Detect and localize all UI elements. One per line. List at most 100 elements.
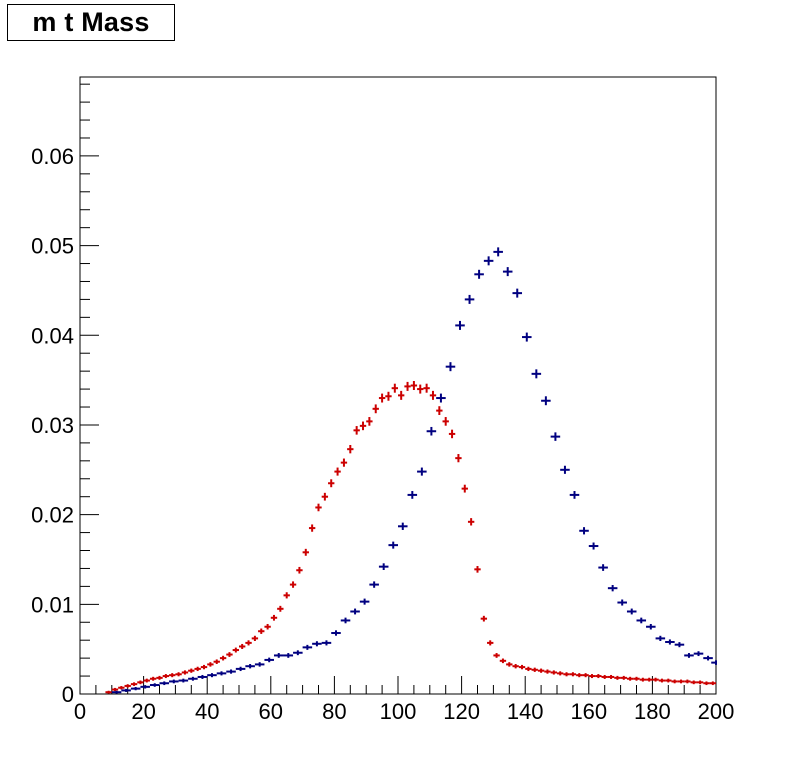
data-point: [493, 247, 503, 257]
data-point: [646, 677, 653, 682]
data-point: [350, 608, 360, 615]
data-point: [111, 687, 119, 692]
data-point: [398, 522, 408, 530]
data-point: [178, 678, 189, 683]
data-point: [537, 668, 545, 673]
data-point: [391, 383, 398, 393]
data-point: [487, 640, 494, 646]
plot-frame: [79, 76, 717, 695]
data-point: [693, 651, 704, 657]
data-point: [560, 465, 570, 474]
data-point: [369, 581, 379, 588]
data-point: [550, 432, 561, 441]
data-point: [639, 677, 647, 682]
data-point: [512, 288, 523, 298]
y-tick-label: 0.05: [31, 234, 74, 259]
data-point: [626, 608, 637, 615]
data-point: [474, 269, 484, 279]
x-tick-label: 80: [322, 699, 346, 724]
data-point: [188, 668, 195, 673]
data-point: [188, 676, 198, 681]
data-point: [308, 524, 316, 532]
x-tick-label: 40: [195, 699, 219, 724]
data-point: [385, 391, 392, 401]
data-point: [499, 658, 507, 664]
data-point: [283, 653, 294, 658]
data-point: [328, 479, 335, 488]
y-tick-label: 0.03: [31, 413, 74, 438]
data-point: [579, 527, 589, 535]
data-point: [426, 426, 437, 436]
data-point: [378, 563, 389, 570]
data-point: [588, 674, 596, 679]
data-point: [407, 491, 418, 499]
data-point: [522, 332, 532, 342]
data-point: [169, 679, 179, 684]
data-point: [149, 676, 157, 681]
data-point: [293, 650, 303, 656]
x-tick-label: 100: [380, 699, 417, 724]
data-point: [582, 673, 589, 678]
data-point: [455, 454, 462, 463]
data-point: [417, 384, 424, 394]
y-tick-label: 0: [62, 682, 74, 707]
y-tick-label: 0.02: [31, 503, 74, 528]
data-point: [595, 674, 602, 679]
data-point: [118, 686, 125, 690]
data-point: [245, 663, 255, 669]
data-point: [216, 671, 227, 676]
data-point: [658, 678, 666, 683]
data-point: [633, 676, 640, 681]
data-point: [464, 294, 475, 304]
data-point: [665, 678, 672, 683]
data-point: [467, 518, 475, 526]
x-tick-label: 0: [74, 699, 86, 724]
data-point: [646, 623, 656, 630]
chart-title-box: m t Mass: [7, 4, 175, 41]
data-point: [626, 676, 634, 681]
data-point: [219, 655, 227, 661]
x-tick-label: 140: [507, 699, 544, 724]
data-point: [576, 673, 583, 678]
data-point: [607, 585, 618, 592]
data-point: [289, 581, 297, 588]
data-point: [614, 675, 621, 680]
data-point: [312, 641, 322, 647]
data-point: [169, 673, 176, 678]
data-point: [563, 672, 570, 677]
data-point: [277, 605, 284, 612]
data-point: [105, 690, 112, 694]
data-point: [684, 653, 694, 658]
data-point: [455, 320, 465, 330]
data-point: [130, 686, 141, 691]
data-point: [569, 672, 577, 677]
data-point: [711, 660, 717, 665]
data-point: [232, 647, 239, 653]
data-point: [130, 682, 138, 686]
data-point: [347, 444, 354, 454]
x-tick-label: 200: [698, 699, 735, 724]
data-point: [461, 484, 468, 493]
data-point: [531, 369, 542, 379]
data-point: [601, 674, 608, 679]
data-point: [493, 653, 500, 658]
data-point: [149, 683, 160, 687]
x-tick-label: 160: [570, 699, 607, 724]
data-point: [690, 680, 697, 685]
data-point: [506, 662, 513, 667]
data-point: [423, 383, 430, 393]
data-point: [334, 467, 341, 476]
x-axis: 0 20 40 60 80 100 120 140 160 180 200: [74, 676, 734, 724]
data-point: [671, 679, 678, 684]
data-point: [156, 675, 163, 680]
data-point: [531, 667, 538, 672]
plot-frame-rect: [79, 76, 717, 695]
y-tick-label: 0.06: [31, 144, 74, 169]
data-point: [340, 458, 348, 467]
data-point: [302, 644, 313, 650]
y-tick-label: 0.04: [31, 323, 74, 348]
data-point: [417, 467, 427, 476]
data-point: [442, 417, 449, 426]
data-point: [264, 623, 271, 630]
data-point: [696, 680, 704, 685]
